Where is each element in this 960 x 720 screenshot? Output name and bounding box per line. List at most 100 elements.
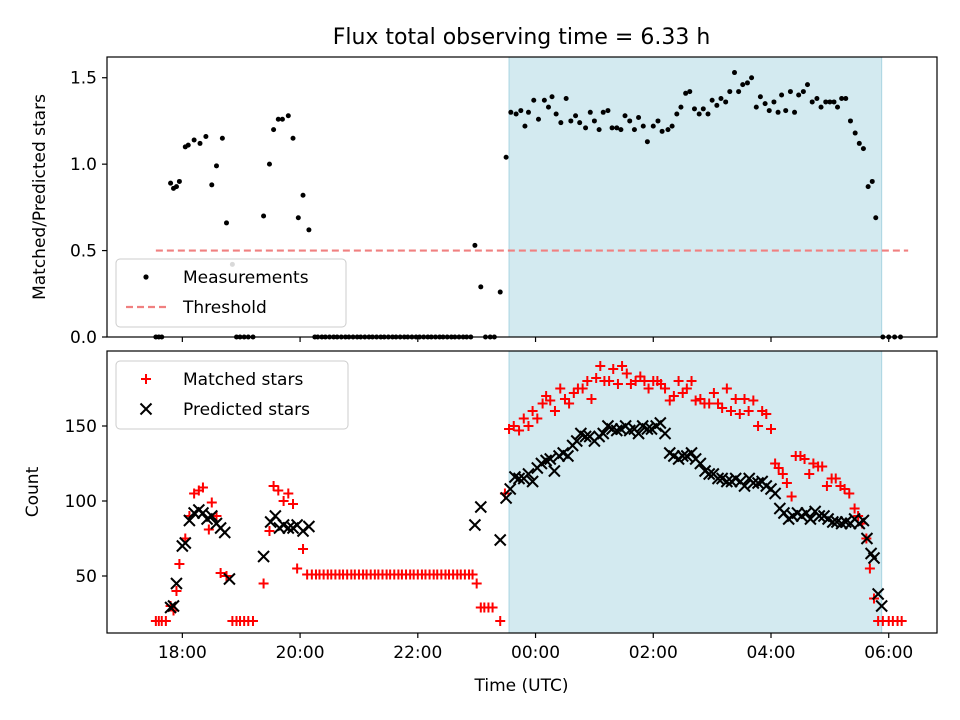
predicted-star-marker <box>257 550 270 563</box>
predicted-star-marker <box>167 599 180 613</box>
measurement-point <box>736 89 742 95</box>
predicted-star-marker <box>544 452 557 466</box>
measurement-point <box>300 192 306 198</box>
matched-star-marker <box>608 364 619 374</box>
measurement-point <box>831 99 837 105</box>
measurement-point <box>503 154 509 160</box>
measurement-point <box>573 113 579 119</box>
measurement-point <box>665 127 671 133</box>
measurement-point <box>173 184 179 190</box>
y-tick-label: 150 <box>65 417 97 437</box>
measurement-point <box>622 113 628 119</box>
matched-star-marker <box>690 395 701 406</box>
matched-star-marker <box>247 616 258 626</box>
matched-star-marker <box>734 409 745 419</box>
matched-star-marker <box>839 484 850 494</box>
legend-matched-label: Matched stars <box>183 370 303 390</box>
x-tick-label: 00:00 <box>511 643 560 663</box>
predicted-star-marker <box>526 475 539 488</box>
y-tick-label: 0.0 <box>70 328 97 348</box>
measurement-point <box>843 95 849 101</box>
predicted-star-marker <box>610 424 623 437</box>
measurement-point <box>290 135 296 141</box>
measurement-point <box>779 92 785 98</box>
measurement-point <box>659 128 665 134</box>
measurement-point <box>804 82 810 88</box>
matched-star-marker <box>708 388 719 398</box>
measurement-point <box>674 111 680 117</box>
chart-title: Flux total observing time = 6.33 h <box>333 25 711 50</box>
top-legend: Measurements Threshold <box>115 258 347 328</box>
bottom-observing-span <box>508 350 883 634</box>
matched-star-marker <box>896 616 907 626</box>
matched-star-marker <box>537 398 548 409</box>
top-x-ticks <box>181 337 890 342</box>
measurement-point <box>591 118 597 124</box>
measurement-point <box>835 104 841 110</box>
predicted-star-marker <box>751 476 765 490</box>
measurement-point <box>865 184 871 190</box>
matched-star-marker <box>830 473 841 484</box>
matched-star-marker <box>643 383 654 394</box>
matched-star-marker <box>471 578 482 589</box>
measurement-point <box>718 95 724 101</box>
matched-star-marker <box>739 394 750 404</box>
measurement-point <box>809 99 815 105</box>
matched-star-marker <box>786 491 797 502</box>
matched-star-marker <box>630 376 641 386</box>
predicted-star-marker <box>570 434 583 448</box>
measurement-point <box>168 180 174 186</box>
predicted-star-marker <box>835 517 848 530</box>
measurement-point <box>497 289 503 295</box>
y-tick-label: 1.5 <box>70 69 97 89</box>
bottom-legend-box <box>115 360 349 430</box>
predicted-star-marker <box>579 430 592 443</box>
matched-star-marker <box>717 403 728 413</box>
measurement-point <box>213 163 219 169</box>
measurement-point <box>558 120 564 126</box>
matched-star-marker <box>514 425 525 436</box>
measurement-point <box>744 80 750 86</box>
measurement-point <box>687 89 693 95</box>
predicted-star-marker <box>738 479 751 493</box>
x-tick-label: 02:00 <box>629 643 678 663</box>
matched-star-marker <box>171 586 182 596</box>
measurement-point <box>800 89 806 95</box>
matched-star-marker <box>777 469 788 479</box>
matched-star-marker <box>273 485 284 496</box>
y-tick-label: 1.0 <box>70 155 97 175</box>
measurement-point <box>518 108 524 114</box>
matched-star-marker <box>660 383 671 394</box>
predicted-star-marker <box>561 449 575 463</box>
bottom-legend: Matched stars Predicted stars <box>115 360 349 430</box>
measurement-point <box>650 123 656 129</box>
matched-star-marker <box>748 395 759 406</box>
measurement-point <box>577 120 583 126</box>
measurement-point <box>209 182 215 188</box>
measurement-point <box>796 92 802 98</box>
measurement-point <box>531 97 537 103</box>
matched-star-marker <box>586 394 597 404</box>
measurement-point <box>783 108 789 114</box>
measurement-point <box>775 109 781 115</box>
measurement-point <box>545 104 551 110</box>
predicted-star-marker <box>711 472 725 485</box>
predicted-star-markers <box>164 416 888 614</box>
legend-predicted-label: Predicted stars <box>183 400 310 420</box>
predicted-star-marker <box>654 416 667 430</box>
measurement-point <box>306 227 312 233</box>
bottom-y-ticks: 50 100 150 <box>65 417 107 587</box>
predicted-star-marker <box>170 577 183 590</box>
measurement-point <box>605 108 611 114</box>
matched-star-marker <box>668 391 679 401</box>
matched-star-marker <box>518 413 529 424</box>
measurement-point <box>513 111 519 117</box>
matched-star-marker <box>639 376 650 386</box>
matched-star-marker <box>268 481 279 491</box>
matched-star-marker <box>215 568 226 578</box>
matched-star-marker <box>508 421 519 431</box>
x-tick-label: 20:00 <box>276 643 325 663</box>
measurement-point <box>714 102 720 108</box>
matched-star-marker <box>804 469 815 479</box>
measurement-point <box>753 104 759 110</box>
